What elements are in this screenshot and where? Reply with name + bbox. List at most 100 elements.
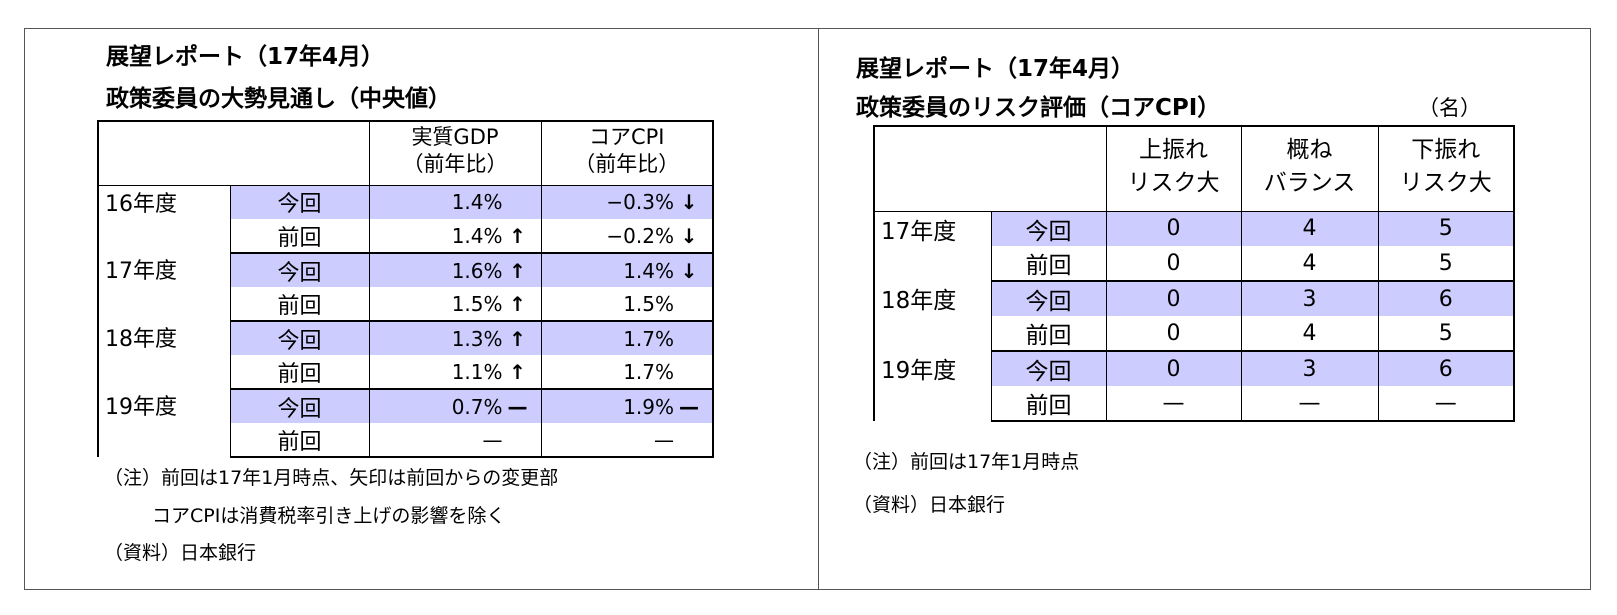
table-row: 前回 1.1% ↑ 1.7% xyxy=(98,355,714,390)
row-label: 前回 xyxy=(991,316,1107,352)
change-arrow-icon: ↓ xyxy=(680,258,698,283)
table-row: 17年度 今回 1.6% ↑ 1.4% ↓ xyxy=(98,253,714,321)
upside-count: 0 xyxy=(1106,211,1242,246)
downside-count: 5 xyxy=(1378,211,1515,246)
gdp-value: — xyxy=(369,423,542,458)
table-row: 19年度 今回 0 3 6 xyxy=(874,351,1515,421)
right-title-line2: 政策委員のリスク評価（コアCPI） xyxy=(856,95,1221,121)
gdp-value: 1.1% ↑ xyxy=(369,355,542,390)
downside-count: 6 xyxy=(1378,351,1515,386)
cpi-value: 1.5% xyxy=(541,287,714,322)
gdp-value: 1.5% ↑ xyxy=(369,287,542,322)
table-row: 18年度 今回 0 3 6 xyxy=(874,281,1515,351)
row-label: 今回 xyxy=(230,253,370,287)
left-note-cpi: コアCPIは消費税率引き上げの影響を除く xyxy=(152,505,506,527)
table-row: 前回 0 4 5 xyxy=(874,316,1515,352)
downside-count: — xyxy=(1378,386,1515,422)
table-row: 前回 0 4 5 xyxy=(874,246,1515,282)
year-cell: 19年度 xyxy=(874,351,992,421)
upside-count: 0 xyxy=(1106,351,1242,386)
row-label: 今回 xyxy=(991,211,1107,246)
balanced-count: 3 xyxy=(1241,281,1379,316)
downside-count: 6 xyxy=(1378,281,1515,316)
unit-label: （名） xyxy=(1418,96,1481,120)
balanced-count: 4 xyxy=(1241,316,1379,352)
risk-table: 上振れ リスク大 概ね バランス 下振れ リスク大 17年度 今回 0 4 5 前回 … xyxy=(873,125,1515,422)
table-row: 前回 1.4% ↑ −0.2% ↓ xyxy=(98,219,714,254)
year-cell: 18年度 xyxy=(874,281,992,351)
cpi-value: 1.4% ↓ xyxy=(541,253,714,287)
year-cell: 18年度 xyxy=(98,321,231,389)
cpi-value: — xyxy=(541,423,714,458)
header-downside-risk: 下振れ リスク大 xyxy=(1378,126,1515,212)
table-row: 18年度 今回 1.3% ↑ 1.7% xyxy=(98,321,714,389)
outlook-table: 実質GDP （前年比） コアCPI （前年比） 16年度 今回 1.4% −0.3%… xyxy=(97,120,714,458)
row-label: 前回 xyxy=(230,287,370,322)
cpi-value: −0.3% ↓ xyxy=(541,185,714,219)
change-arrow-icon: ↑ xyxy=(509,291,526,316)
row-label: 今回 xyxy=(230,389,370,423)
row-label: 今回 xyxy=(991,351,1107,386)
table-row: 19年度 今回 0.7% — 1.9% — xyxy=(98,389,714,457)
row-label: 前回 xyxy=(991,246,1107,282)
header-core-cpi: コアCPI （前年比） xyxy=(541,121,714,186)
year-cell: 19年度 xyxy=(98,389,231,457)
table-row: 17年度 今回 0 4 5 xyxy=(874,211,1515,281)
upside-count: — xyxy=(1106,386,1242,422)
downside-count: 5 xyxy=(1378,246,1515,282)
downside-count: 5 xyxy=(1378,316,1515,352)
row-label: 今回 xyxy=(230,321,370,355)
balanced-count: 3 xyxy=(1241,351,1379,386)
table-row: 16年度 今回 1.4% −0.3% ↓ xyxy=(98,185,714,253)
balanced-count: 4 xyxy=(1241,246,1379,282)
table-row: 前回 — — — xyxy=(874,386,1515,422)
change-arrow-icon: ↓ xyxy=(680,223,698,248)
row-label: 前回 xyxy=(230,355,370,390)
figure-frame xyxy=(24,28,1591,590)
upside-count: 0 xyxy=(1106,281,1242,316)
row-label: 前回 xyxy=(230,423,370,458)
left-source: （資料）日本銀行 xyxy=(104,542,257,564)
change-arrow-icon: ↑ xyxy=(509,258,526,283)
right-source: （資料）日本銀行 xyxy=(853,494,1006,516)
row-label: 今回 xyxy=(991,281,1107,316)
year-cell: 17年度 xyxy=(98,253,231,321)
balanced-count: 4 xyxy=(1241,211,1379,246)
right-title-line1: 展望レポート（17年4月） xyxy=(856,56,1135,82)
cpi-value: 1.7% xyxy=(541,321,714,355)
change-arrow-icon: — xyxy=(507,394,528,419)
change-arrow-icon: ↑ xyxy=(509,223,526,248)
upside-count: 0 xyxy=(1106,246,1242,282)
left-note: （注）前回は17年1月時点、矢印は前回からの変更部 xyxy=(104,467,559,489)
left-title-line2: 政策委員の大勢見通し（中央値） xyxy=(106,86,451,112)
cpi-value: −0.2% ↓ xyxy=(541,219,714,254)
right-note: （注）前回は17年1月時点 xyxy=(853,451,1080,473)
left-title-line1: 展望レポート（17年4月） xyxy=(106,44,385,70)
change-arrow-icon: ↓ xyxy=(680,190,698,215)
upside-count: 0 xyxy=(1106,316,1242,352)
gdp-value: 1.4% xyxy=(369,185,542,219)
row-label: 前回 xyxy=(991,386,1107,422)
balanced-count: — xyxy=(1241,386,1379,422)
cpi-value: 1.7% xyxy=(541,355,714,390)
gdp-value: 1.6% ↑ xyxy=(369,253,542,287)
row-label: 前回 xyxy=(230,219,370,254)
table-row: 前回 — — xyxy=(98,423,714,458)
change-arrow-icon: ↑ xyxy=(509,359,526,384)
gdp-value: 1.3% ↑ xyxy=(369,321,542,355)
table-row: 前回 1.5% ↑ 1.5% xyxy=(98,287,714,322)
header-real-gdp: 実質GDP （前年比） xyxy=(369,121,542,186)
year-cell: 16年度 xyxy=(98,185,231,253)
risk-header-row: 上振れ リスク大 概ね バランス 下振れ リスク大 xyxy=(874,126,1515,212)
risk-corner-cell xyxy=(874,126,1107,212)
change-arrow-icon: — xyxy=(679,394,699,419)
gdp-value: 1.4% ↑ xyxy=(369,219,542,254)
change-arrow-icon: ↑ xyxy=(509,326,526,351)
panel-divider xyxy=(818,28,819,590)
row-label: 今回 xyxy=(230,185,370,219)
year-cell: 17年度 xyxy=(874,211,992,281)
header-upside-risk: 上振れ リスク大 xyxy=(1106,126,1242,212)
outlook-corner-cell xyxy=(98,121,370,186)
outlook-header-row: 実質GDP （前年比） コアCPI （前年比） xyxy=(98,121,714,186)
cpi-value: 1.9% — xyxy=(541,389,714,423)
